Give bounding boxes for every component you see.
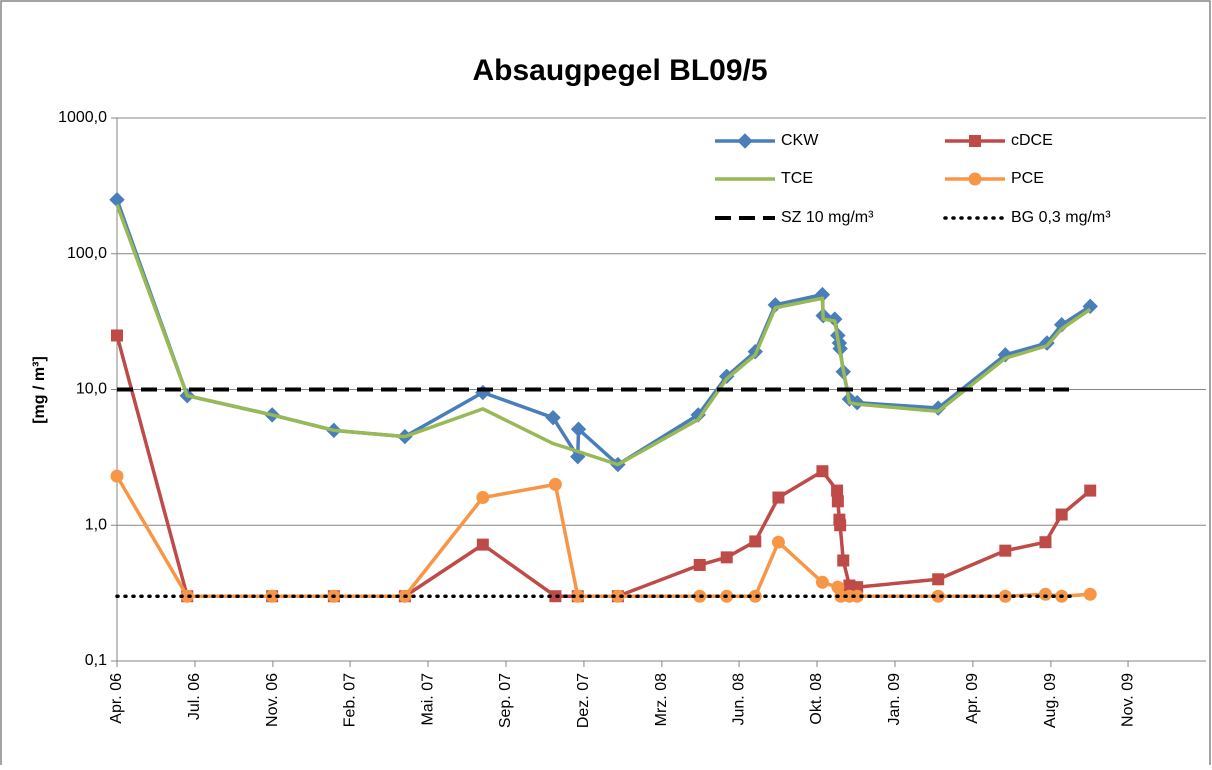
marker (749, 535, 762, 548)
y-tick-label: 1,0 (85, 516, 107, 533)
chart-title: Absaugpegel BL09/5 (472, 54, 767, 87)
y-tick-label: 10,0 (76, 381, 107, 398)
y-tick-label: 0,1 (85, 652, 107, 669)
marker (816, 465, 829, 478)
marker (968, 172, 982, 186)
x-tick-label: Apr. 06 (108, 673, 125, 724)
marker (771, 535, 785, 549)
x-tick-label: Jan. 09 (886, 673, 903, 726)
y-axis-label: [mg / m³] (31, 356, 48, 424)
marker (570, 421, 587, 437)
x-tick-label: Mai. 07 (419, 673, 436, 726)
x-tick-label: Sep. 07 (497, 673, 514, 728)
legend-label: PCE (1011, 170, 1044, 187)
marker (1084, 484, 1097, 497)
legend-label: TCE (781, 170, 813, 187)
y-tick-label: 1000,0 (58, 109, 107, 126)
marker (110, 469, 124, 483)
legend-item: TCE (715, 170, 813, 187)
marker (693, 558, 706, 571)
y-tick-label: 100,0 (67, 245, 107, 262)
marker (999, 544, 1012, 557)
marker (772, 491, 785, 504)
x-tick-label: Mrz. 08 (653, 673, 670, 726)
marker (111, 329, 123, 342)
legend-label: BG 0,3 mg/m³ (1011, 209, 1111, 226)
marker (545, 409, 561, 426)
series-line (115, 335, 1092, 598)
marker (476, 491, 490, 505)
marker (1055, 508, 1068, 521)
marker (834, 519, 847, 532)
marker (831, 495, 844, 508)
legend-item: cDCE (945, 132, 1053, 149)
x-tick-label: Feb. 07 (341, 673, 358, 727)
legend-label: cDCE (1011, 132, 1053, 149)
x-tick-label: Aug. 09 (1042, 673, 1059, 728)
marker (1082, 298, 1098, 315)
marker (815, 575, 829, 589)
marker (548, 477, 562, 491)
x-tick-label: Jul. 06 (186, 673, 203, 720)
legend-item: CKW (715, 132, 819, 149)
legend-item: BG 0,3 mg/m³ (943, 209, 1111, 226)
x-tick-label: Apr. 09 (964, 673, 981, 724)
series (115, 204, 1092, 467)
x-tick-label: Okt. 08 (808, 673, 825, 725)
marker (476, 538, 489, 551)
series-line (115, 204, 1092, 467)
marker (837, 554, 850, 567)
marker (969, 135, 981, 147)
x-tick-label: Nov. 06 (264, 673, 281, 727)
legend-item: PCE (945, 170, 1044, 187)
x-tick-label: Dez. 07 (575, 673, 592, 728)
legend-label: CKW (781, 132, 819, 149)
x-tick-label: Nov. 09 (1119, 673, 1136, 727)
series-line (115, 199, 1092, 467)
legend: CKW cDCE TCE PCE SZ 10 mg/m³ BG 0,3 mg/m³ (715, 132, 1111, 226)
legend-label: SZ 10 mg/m³ (781, 209, 874, 226)
x-tick-label: Jun. 08 (730, 673, 747, 726)
marker (737, 133, 753, 149)
marker (831, 484, 844, 497)
marker (1038, 587, 1052, 601)
marker (1083, 587, 1097, 601)
legend-item: SZ 10 mg/m³ (715, 209, 874, 226)
marker (1039, 536, 1052, 549)
marker (932, 573, 945, 586)
marker (720, 551, 733, 564)
